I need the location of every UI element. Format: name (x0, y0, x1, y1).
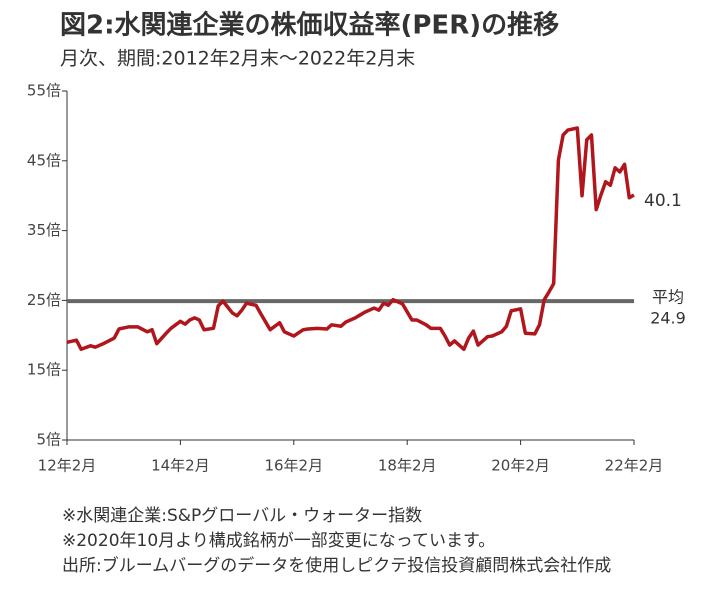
note: ※水関連企業:S&Pグローバル・ウォーター指数 (62, 506, 422, 526)
x-tick-label: 14年2月 (151, 457, 210, 475)
y-tick-label: 5倍 (36, 431, 61, 449)
y-tick-label: 25倍 (27, 291, 61, 309)
note: ※2020年10月より構成銘柄が一部変更になっています。 (62, 531, 495, 551)
x-tick-label: 18年2月 (378, 457, 437, 475)
chart-title: 図2:水関連企業の株価収益率(PER)の推移 (60, 10, 559, 41)
chart-subtitle: 月次、期間:2012年2月末～2022年2月末 (60, 48, 415, 70)
x-tick-label: 20年2月 (491, 457, 550, 475)
average-value-label: 24.9 (650, 309, 686, 328)
y-tick-label: 45倍 (27, 151, 61, 169)
y-tick-label: 35倍 (27, 221, 61, 239)
note: 出所:ブルームバーグのデータを使用しピクテ投信投資顧問株式会社作成 (62, 555, 611, 576)
y-tick-label: 15倍 (27, 361, 61, 379)
series-line (66, 126, 635, 352)
x-tick-label: 12年2月 (38, 457, 97, 475)
end-value-label: 40.1 (644, 191, 682, 211)
x-tick-label: 22年2月 (605, 457, 664, 475)
average-label: 平均 (652, 288, 684, 307)
x-tick-label: 16年2月 (264, 457, 323, 475)
y-tick-label: 55倍 (27, 82, 61, 100)
